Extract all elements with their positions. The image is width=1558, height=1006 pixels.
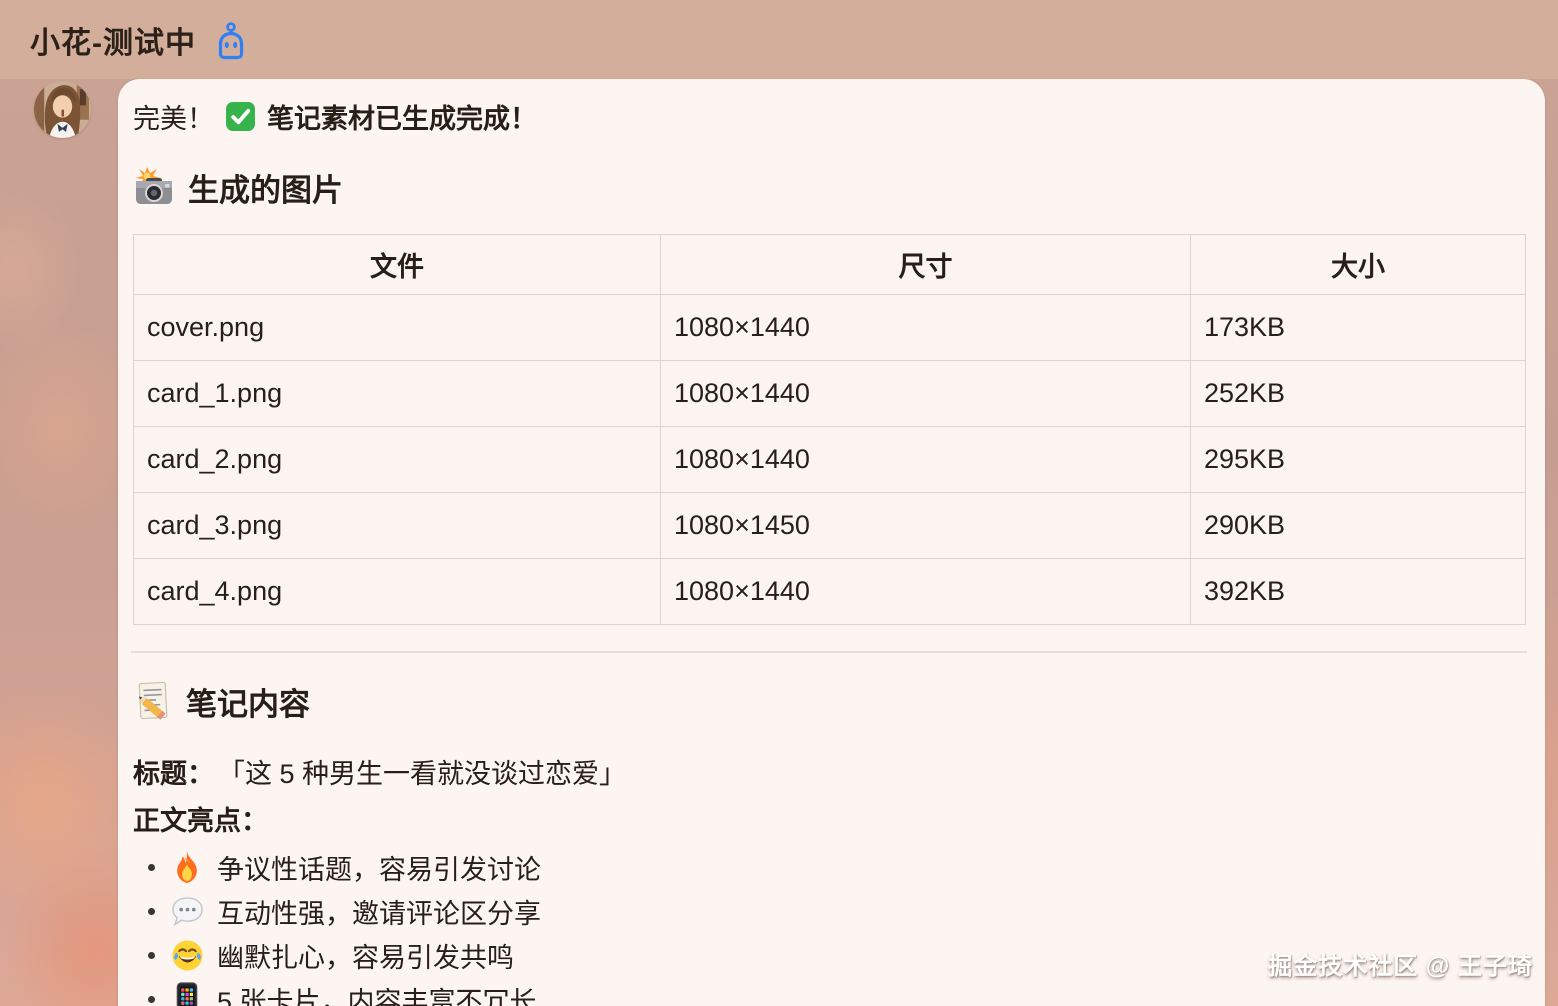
robot-icon [212,21,250,61]
cell-filesize: 173KB [1190,294,1526,361]
cell-filename: card_1.png [133,360,661,427]
images-section-heading: 生成的图片 [133,164,1525,210]
bot-message-bubble: 完美！ 笔记素材已生成完成！ [118,79,1545,1006]
cell-filesize: 295KB [1190,426,1526,493]
cell-filename: card_2.png [133,426,661,493]
cell-filename: card_4.png [133,558,661,625]
table-row: card_4.png 1080×1440 392KB [133,558,1526,625]
column-header-size-dims: 尺寸 [660,234,1191,295]
table-row: card_1.png 1080×1440 252KB [133,360,1526,427]
list-item: 互动性强，邀请评论区分享 [148,889,1525,933]
intro-prefix: 完美！ [133,103,214,134]
bullet-dot [148,995,155,1003]
list-item: 5 张卡片，内容丰富不冗长 [148,977,1525,1006]
highlight-text: 幽默扎心，容易引发共鸣 [217,942,514,973]
chat-header: 小花-测试中 [0,0,1558,79]
intro-bold-text: 笔记素材已生成完成！ [267,103,537,134]
table-header-row: 文件 尺寸 大小 [133,234,1526,295]
chat-title: 小花-测试中 [30,26,196,60]
column-header-file: 文件 [133,234,661,295]
bullet-dot [148,907,155,915]
list-item: 争议性话题，容易引发讨论 [148,845,1525,889]
note-section-title: 笔记内容 [186,686,310,722]
note-title-value: 「这 5 种男生一看就没谈过恋爱」 [218,759,627,789]
check-icon [225,101,256,132]
highlight-text: 争议性话题，容易引发讨论 [217,854,541,885]
fire-icon [169,850,205,885]
highlight-text: 互动性强，邀请评论区分享 [217,898,541,929]
files-table: 文件 尺寸 大小 cover.png 1080×1440 173KB card_… [133,234,1526,625]
section-divider [131,651,1527,653]
memo-icon [133,680,173,722]
highlights-label: 正文亮点： [133,806,268,836]
note-title-label: 标题： [133,759,214,789]
cell-dimensions: 1080×1440 [660,360,1191,427]
intro-line: 完美！ 笔记素材已生成完成！ [133,95,1525,137]
bullet-dot [148,863,155,871]
cell-filesize: 252KB [1190,360,1526,427]
images-section-title: 生成的图片 [188,172,343,208]
table-row: cover.png 1080×1440 173KB [133,294,1526,361]
highlights-list: 争议性话题，容易引发讨论 互动性强，邀请评论区分享 [133,845,1525,1006]
table-row: card_2.png 1080×1440 295KB [133,426,1526,493]
cell-filesize: 290KB [1190,492,1526,559]
cell-filename: card_3.png [133,492,661,559]
watermark: 掘金技术社区 @ 王子琦 [1268,953,1533,980]
list-item: 幽默扎心，容易引发共鸣 [148,933,1525,977]
cell-filename: cover.png [133,294,661,361]
laughing-tears-icon [169,939,205,972]
note-title-line: 标题： 「这 5 种男生一看就没谈过恋爱」 [133,755,1525,793]
cell-dimensions: 1080×1440 [660,294,1191,361]
camera-flash-icon [133,167,175,207]
cell-dimensions: 1080×1440 [660,426,1191,493]
table-row: card_3.png 1080×1450 290KB [133,492,1526,559]
highlight-text: 5 张卡片，内容丰富不冗长 [217,986,537,1006]
column-header-filesize: 大小 [1190,234,1526,295]
speech-balloon-icon [169,896,205,927]
cell-filesize: 392KB [1190,558,1526,625]
bullet-dot [148,951,155,959]
note-section-heading: 笔记内容 [133,678,1525,724]
cell-dimensions: 1080×1440 [660,558,1191,625]
mobile-phone-icon [169,981,205,1006]
avatar[interactable] [34,81,91,138]
cell-dimensions: 1080×1450 [660,492,1191,559]
